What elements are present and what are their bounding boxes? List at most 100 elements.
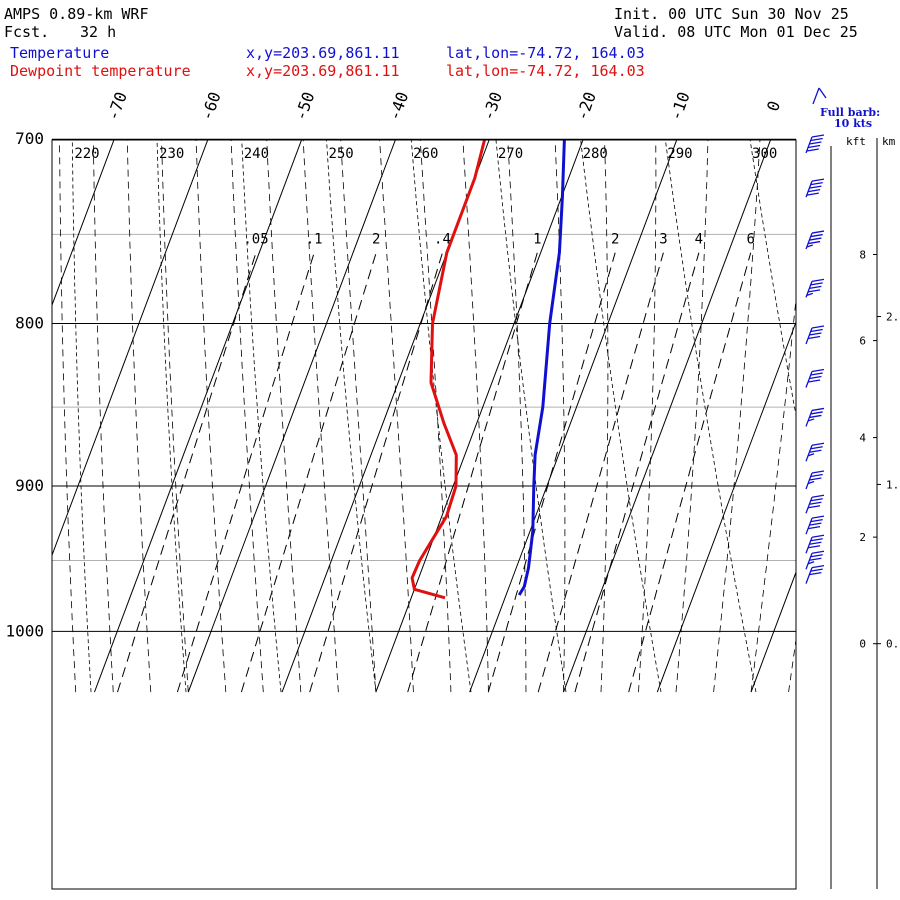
kft-tick-label: 6	[859, 335, 866, 348]
dry-adiabat-line	[156, 140, 187, 693]
legend-temperature-xy: x,y=203.69,861.11	[246, 44, 400, 62]
wind-barb-flag	[807, 505, 821, 509]
isotherm-label: -40	[385, 89, 413, 123]
wind-barb-flag	[807, 240, 821, 245]
mixing-ratio-line	[117, 252, 257, 693]
wind-barb-flag	[810, 473, 823, 478]
dry-adiabat-line	[410, 140, 472, 693]
wind-barb-staff	[805, 497, 813, 514]
legend-dewpoint-xy: x,y=203.69,861.11	[246, 62, 400, 80]
wind-barb-staff	[805, 410, 813, 427]
mixing-ratio-line	[240, 252, 377, 693]
legend-temperature-latlon: lat,lon=-74.72, 164.03	[446, 44, 645, 62]
moist-adiabat-line	[59, 140, 77, 693]
dry-adiabat-label: 280	[583, 146, 608, 162]
wind-barb-flag	[807, 453, 815, 457]
barb-key-staff	[812, 87, 820, 105]
moist-adiabat-line	[195, 140, 227, 693]
moist-adiabat-line	[419, 140, 452, 693]
legend-temperature-name: Temperature	[10, 44, 110, 62]
mixing-ratio-lines	[117, 252, 752, 693]
isotherm-label: -60	[197, 89, 225, 123]
wind-barb-flag	[807, 545, 821, 549]
mixing-ratio-label: 3	[659, 232, 667, 248]
isotherm-line	[845, 99, 900, 692]
pressure-label-900: 900	[15, 476, 44, 495]
wind-barb-flag	[807, 561, 815, 565]
wind-barb-flag	[811, 470, 825, 474]
isotherm-line	[0, 99, 35, 692]
wind-barb-flag	[807, 526, 821, 530]
moist-adiabat-line	[0, 99, 1, 692]
wind-barb-flag	[809, 501, 822, 505]
wind-barb-flag	[807, 335, 821, 340]
wind-barb-flag	[811, 564, 825, 569]
kft-tick-label: 0	[859, 638, 866, 651]
wind-barb-flag	[811, 134, 825, 138]
moist-adiabat-line	[340, 140, 377, 693]
wind-barb-flag	[810, 446, 823, 450]
mixing-ratio-label: 4	[695, 232, 703, 248]
mixing-ratio-label: 6	[747, 232, 755, 248]
moist-adiabat-line	[638, 140, 657, 693]
wind-barb-flag	[811, 407, 825, 412]
kft-tick-label: 8	[859, 249, 866, 262]
mixing-ratio-line	[574, 252, 700, 693]
moist-adiabat-line	[788, 636, 796, 693]
wind-barb-flag	[811, 515, 825, 519]
moist-adiabat-line	[92, 140, 114, 693]
wind-barb-flag	[810, 372, 823, 376]
legend-dewpoint-name: Dewpoint temperature	[10, 62, 191, 80]
moist-adiabat-line	[230, 140, 264, 693]
wind-barb-flag	[810, 554, 823, 558]
isotherm-line	[750, 570, 796, 693]
wind-barb-flag	[810, 538, 823, 542]
moist-adiabat-line	[26, 99, 38, 692]
wind-barb-flag	[810, 282, 823, 286]
dry-adiabat-line	[71, 140, 92, 693]
plot-frame	[51, 139, 797, 890]
barb-key-flag	[818, 87, 827, 99]
isotherm-label: -70	[103, 89, 131, 123]
moist-adiabat-line	[600, 140, 609, 693]
km-tick-label: 0.	[886, 638, 899, 651]
wind-barb-flag	[809, 571, 822, 576]
wind-barb-flag	[809, 522, 822, 526]
wind-barb-flag	[811, 325, 825, 329]
wind-barb-flag	[807, 188, 821, 193]
wind-barb-staff	[805, 567, 813, 584]
isotherm-line	[469, 140, 678, 693]
dry-adiabats	[71, 140, 796, 693]
kft-label: kft	[846, 135, 866, 148]
wind-barb-flag	[809, 332, 822, 336]
moist-adiabat-line	[302, 140, 339, 693]
barb-key-line2: 10 kts	[834, 117, 872, 130]
wind-barb-flag	[807, 418, 815, 422]
dry-adiabat-label: 250	[328, 146, 353, 162]
wind-barb-flag	[811, 550, 825, 554]
wind-barb	[805, 325, 825, 345]
wind-barb	[805, 278, 825, 298]
isotherm-line	[94, 140, 303, 693]
km-tick-label: 1.	[886, 478, 899, 491]
init-time: Init. 00 UTC Sun 30 Nov 25	[614, 5, 849, 23]
legend-dewpoint-latlon: lat,lon=-74.72, 164.03	[446, 62, 645, 80]
wind-barb-flag	[807, 289, 821, 293]
kft-tick-label: 2	[859, 531, 866, 544]
moist-adiabat-line	[126, 140, 152, 693]
wind-barb-staff	[805, 517, 813, 535]
wind-barb-flag	[809, 375, 822, 380]
wind-barb-flag	[806, 148, 819, 152]
dry-adiabat-line	[665, 140, 757, 693]
wind-barb-flag	[806, 292, 814, 296]
dry-adiabat-label: 240	[244, 146, 269, 162]
moist-adiabat-line	[161, 140, 189, 693]
wind-barb-flag	[809, 237, 822, 241]
series-line-dewpoint-temperature	[410, 140, 487, 600]
moist-adiabat-line	[462, 140, 489, 693]
dry-adiabat-label: 290	[667, 146, 692, 162]
isotherm-line	[52, 140, 115, 307]
mixing-ratio-line	[537, 252, 664, 693]
wind-barb-flag	[809, 141, 822, 145]
